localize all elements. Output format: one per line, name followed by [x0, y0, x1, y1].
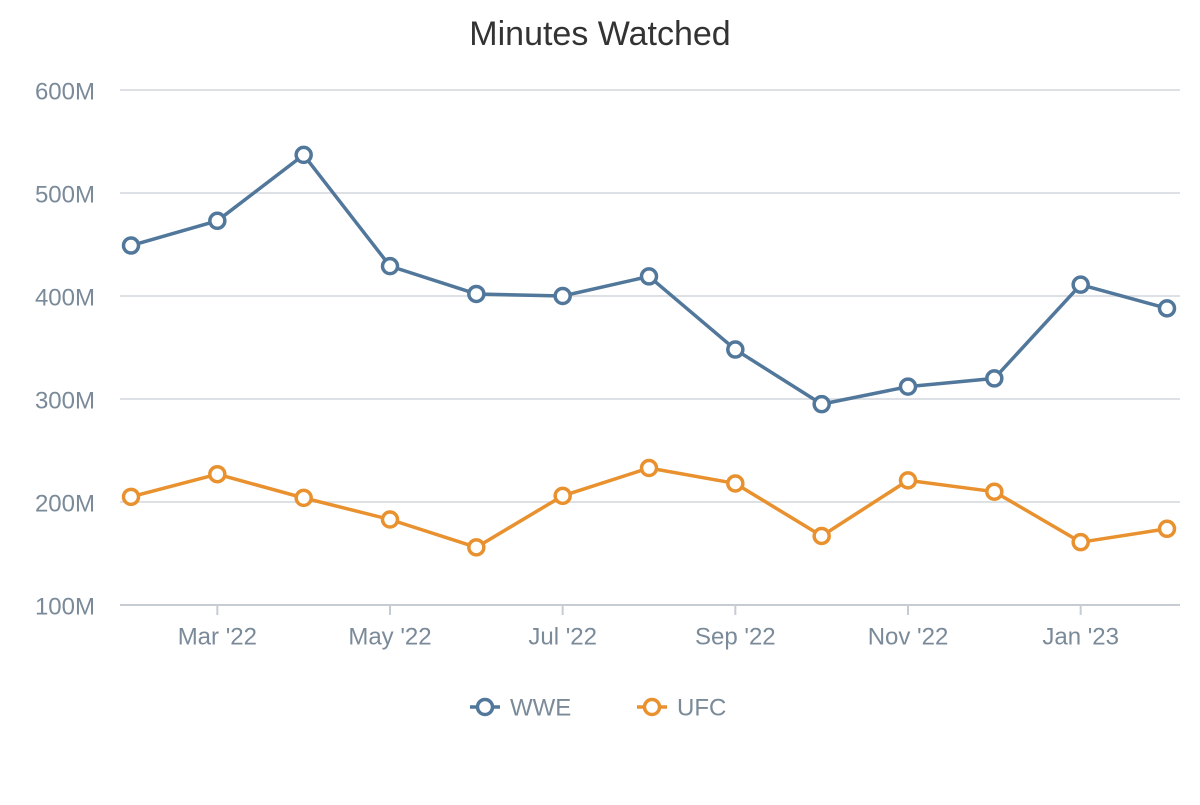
y-tick-label: 600M	[35, 78, 95, 105]
data-point	[898, 471, 918, 490]
data-point	[467, 284, 486, 304]
data-point	[121, 236, 141, 255]
data-point	[1071, 275, 1090, 294]
legend-swatch-marker	[642, 697, 662, 717]
data-point	[294, 488, 313, 508]
data-point	[639, 267, 659, 286]
chart-title: Minutes Watched	[469, 15, 730, 53]
data-point	[985, 482, 1004, 501]
data-point	[985, 369, 1004, 388]
data-point	[467, 538, 486, 557]
legend-swatch-marker	[475, 697, 495, 717]
x-tick-label: Mar '22	[178, 623, 257, 650]
y-tick-label: 500M	[35, 181, 95, 208]
data-point	[726, 340, 745, 359]
data-point	[208, 464, 227, 484]
data-point	[121, 487, 141, 507]
data-point	[1157, 299, 1177, 318]
legend-label: WWE	[510, 694, 571, 721]
x-tick-label: Jan '23	[1042, 623, 1119, 650]
data-point	[726, 474, 745, 493]
data-point	[1071, 532, 1090, 552]
data-point	[553, 286, 572, 306]
legend-label: UFC	[677, 694, 726, 721]
y-tick-label: 400M	[35, 284, 95, 311]
y-tick-label: 100M	[35, 593, 95, 620]
data-point	[639, 458, 659, 478]
data-point	[380, 510, 400, 529]
data-point	[812, 394, 831, 414]
data-point	[294, 145, 313, 165]
data-point	[1157, 519, 1177, 539]
y-tick-label: 300M	[35, 387, 95, 414]
x-tick-label: Sep '22	[695, 623, 776, 650]
data-point	[208, 211, 227, 231]
data-point	[898, 377, 918, 396]
data-point	[812, 526, 831, 546]
x-tick-label: Nov '22	[868, 623, 949, 650]
series-line	[130, 466, 1168, 550]
data-point	[553, 486, 572, 506]
y-tick-label: 200M	[35, 490, 95, 517]
x-tick-label: Jul '22	[528, 623, 597, 650]
data-point	[380, 256, 400, 276]
x-tick-label: May '22	[348, 623, 431, 650]
